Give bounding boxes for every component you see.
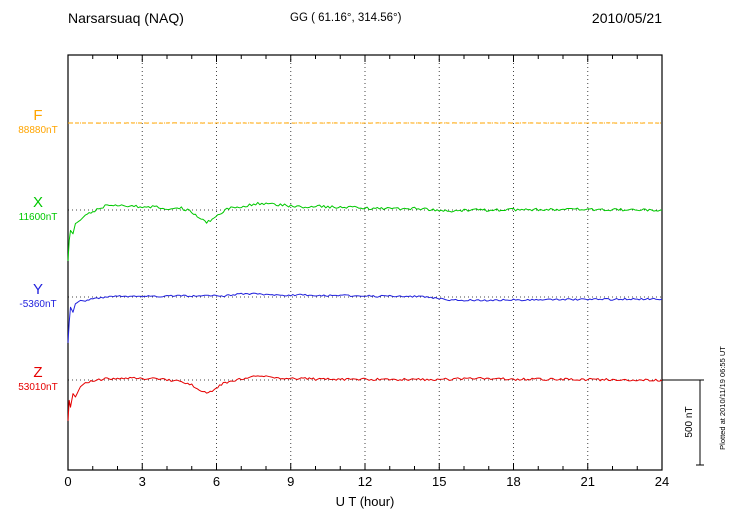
channel-label-z: Z 53010nT [6, 365, 70, 393]
channel-baseline-z: 53010nT [18, 382, 58, 393]
scale-bar-label: 500 nT [684, 406, 695, 438]
channel-letter-x: X [32, 194, 43, 211]
channel-letter-f: F [33, 107, 43, 124]
x-tick-label: 6 [212, 474, 221, 489]
x-axis-title: U T (hour) [335, 494, 395, 509]
trace-x [67, 201, 663, 262]
x-tick-label: 0 [64, 474, 72, 489]
x-tick-label: 12 [357, 474, 373, 489]
station-title: Narsarsuaq (NAQ) [68, 10, 184, 26]
channel-baseline-y: -5360nT [19, 299, 57, 310]
trace-y [67, 292, 663, 343]
trace-z [67, 375, 663, 421]
plot-border [67, 54, 663, 471]
channel-letter-z: Z [33, 364, 43, 381]
x-axis-tick-labels: 0 3 6 9 12 15 18 21 24 [0, 474, 730, 490]
x-tick-label: 18 [506, 474, 521, 489]
x-tick-label: 15 [432, 474, 447, 489]
plot-date: 2010/05/21 [591, 10, 662, 26]
x-tick-label: 21 [580, 474, 595, 489]
channel-baseline-x: 11600nT [18, 212, 58, 223]
x-tick-label: 24 [654, 474, 670, 489]
channel-label-x: X 11600nT [6, 195, 70, 223]
channel-label-y: Y -5360nT [6, 282, 70, 310]
channel-letter-y: Y [32, 281, 43, 298]
x-tick-label: 9 [287, 474, 295, 489]
plotted-at-note: Plotted at 2010/11/19 06:55 UT [718, 346, 727, 450]
x-tick-label: 3 [138, 474, 146, 489]
channel-baseline-f: 88880nT [18, 125, 58, 136]
channel-label-f: F 88880nT [6, 108, 70, 136]
station-coordinates: GG ( 61.16°, 314.56°) [290, 12, 402, 24]
